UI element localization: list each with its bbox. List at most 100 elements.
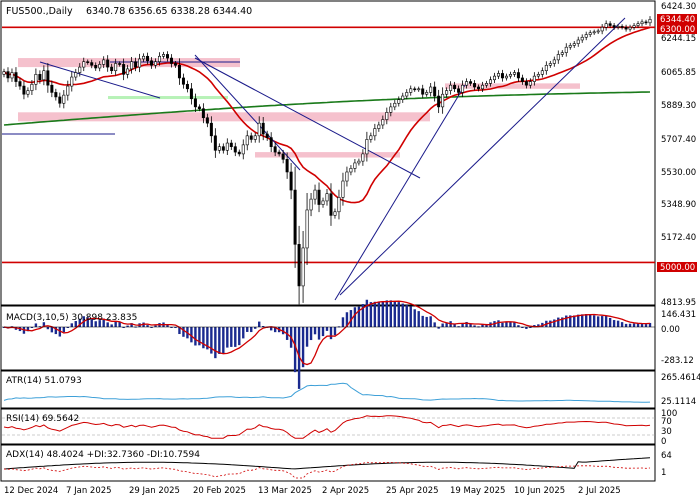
candle-body — [592, 31, 596, 34]
macd-histogram-bar — [433, 322, 436, 327]
candle-body — [46, 70, 50, 86]
macd-histogram-bar — [640, 323, 644, 327]
ohlc-label: 6340.78 6356.65 6338.28 6344.40 — [86, 6, 252, 17]
macd-histogram-bar — [501, 322, 504, 327]
candle-body — [42, 70, 46, 81]
rsi-panel-frame — [0, 408, 656, 445]
candle-body — [377, 124, 381, 129]
candle-body — [528, 81, 532, 86]
macd-tick: 0.00 — [661, 325, 680, 335]
macd-histogram-bar — [34, 323, 38, 327]
macd-histogram-bar — [313, 327, 317, 335]
candle-body — [173, 63, 177, 66]
macd-histogram-bar — [405, 305, 408, 327]
macd-histogram-bar — [357, 306, 361, 327]
macd-histogram-bar — [413, 309, 416, 327]
macd-histogram-bar — [98, 320, 101, 327]
candle-body — [66, 85, 70, 96]
price-layer — [2, 16, 655, 305]
x-tick-label: 20 Feb 2025 — [193, 486, 246, 496]
macd-histogram-bar — [246, 327, 249, 332]
candle-body — [485, 83, 489, 86]
macd-histogram-bar — [46, 327, 50, 330]
macd-histogram-bar — [174, 327, 177, 329]
x-tick-label: 29 Jan 2025 — [129, 486, 180, 496]
price-tick: 5348.90 — [661, 200, 696, 210]
macd-histogram-bar — [549, 320, 552, 327]
candle-body — [616, 26, 620, 28]
macd-histogram-bar — [581, 314, 584, 327]
macd-histogram-bar — [102, 318, 105, 327]
macd-histogram-bar — [94, 321, 97, 327]
macd-histogram-bar — [596, 316, 600, 327]
macd-histogram-bar — [122, 327, 125, 328]
macd-histogram-bar — [453, 323, 456, 327]
candle-body — [10, 72, 14, 79]
candle-body — [596, 30, 600, 33]
candle-body — [640, 21, 644, 25]
macd-histogram-bar — [401, 303, 404, 327]
candle-body — [469, 81, 473, 84]
macd-histogram-bar — [429, 316, 432, 327]
macd-histogram-bar — [130, 323, 133, 327]
candle-body — [353, 162, 357, 169]
candle-body — [54, 92, 58, 98]
candle-body — [556, 54, 560, 61]
macd-histogram-bar — [648, 322, 652, 327]
candle-body — [409, 88, 413, 93]
macd-histogram-bar — [505, 322, 508, 327]
macd-histogram-bar — [365, 299, 369, 327]
candle-body — [397, 99, 401, 104]
candle-body — [98, 64, 102, 69]
candle-body — [488, 79, 492, 84]
candle-body — [114, 63, 118, 72]
candle-body — [225, 142, 229, 151]
candle-body — [321, 200, 325, 205]
macd-histogram-bar — [616, 320, 620, 327]
candle-body — [150, 60, 154, 66]
atr-line — [3, 382, 651, 403]
sma-fast-line — [3, 26, 651, 204]
candle-body — [481, 84, 485, 90]
macd-histogram-bar — [74, 321, 77, 327]
macd-histogram-bar — [166, 324, 169, 327]
candle-body — [217, 146, 221, 151]
candle-body — [86, 61, 90, 63]
candle-body — [261, 122, 265, 135]
candle-body — [576, 39, 580, 44]
candle-body — [600, 27, 604, 32]
macd-histogram-bar — [361, 304, 365, 327]
adx-tick: 1 — [661, 468, 666, 478]
candle-body — [293, 189, 297, 245]
candle-body — [134, 61, 138, 68]
price-tick: 5707.40 — [661, 135, 696, 145]
macd-histogram-bar — [608, 317, 612, 327]
candle-body — [325, 193, 329, 202]
indicator-layer — [2, 299, 655, 479]
macd-histogram-bar — [90, 319, 93, 327]
candle-body — [317, 189, 321, 205]
macd-histogram-bar — [114, 321, 117, 327]
candle-body — [245, 135, 249, 146]
macd-histogram-bar — [190, 327, 193, 343]
macd-histogram-bar — [150, 327, 153, 328]
macd-histogram-bar — [110, 324, 113, 327]
candle-body — [477, 86, 481, 90]
candle-body — [221, 146, 225, 151]
macd-histogram-bar — [628, 323, 632, 327]
supply-zone — [445, 83, 580, 89]
candle-body — [628, 27, 632, 30]
macd-histogram-bar — [58, 327, 62, 337]
candle-body — [520, 77, 524, 82]
macd-histogram-bar — [425, 316, 428, 327]
price-tick: 5172.40 — [661, 233, 696, 243]
candle-body — [201, 108, 205, 119]
candle-body — [620, 26, 624, 28]
candle-body — [492, 75, 496, 81]
candle-body — [361, 153, 365, 162]
rsi-tick: 30 — [661, 427, 672, 437]
candle-body — [504, 75, 508, 79]
candle-body — [34, 74, 38, 85]
